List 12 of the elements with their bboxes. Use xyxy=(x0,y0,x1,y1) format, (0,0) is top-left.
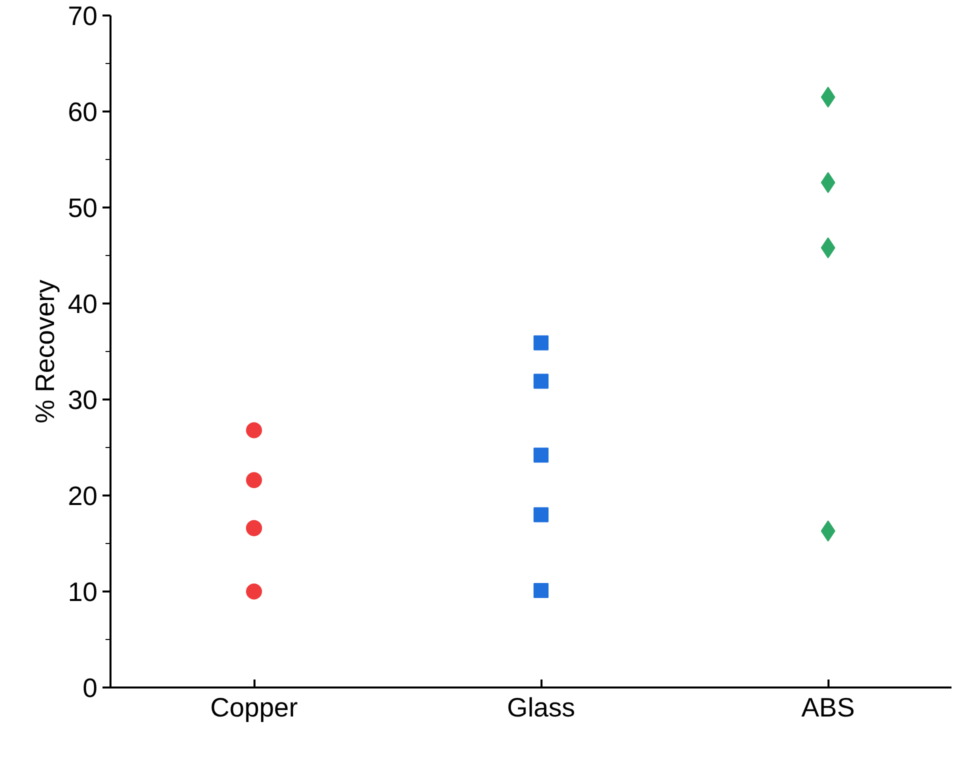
y-tick-label: 20 xyxy=(68,481,98,511)
y-tick-label: 50 xyxy=(68,193,98,223)
x-tick-label: ABS xyxy=(801,692,855,722)
y-tick-label: 10 xyxy=(68,577,98,607)
y-tick-label: 0 xyxy=(82,673,98,703)
x-tick-label: Glass xyxy=(506,692,576,722)
y-tick-label: 30 xyxy=(68,385,98,415)
x-tick-label: Copper xyxy=(210,692,298,722)
y-tick-label: 40 xyxy=(68,289,98,319)
y-axis-title: % Recovery xyxy=(30,278,60,424)
y-tick-label: 70 xyxy=(68,1,98,31)
y-tick-label: 60 xyxy=(68,97,98,127)
